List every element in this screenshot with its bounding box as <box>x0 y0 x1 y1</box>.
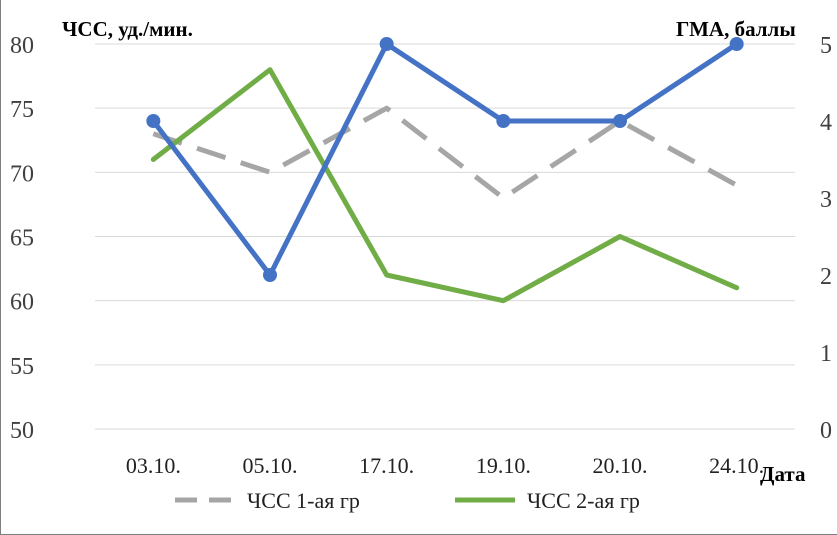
left-tick-label: 75 <box>10 97 34 123</box>
legend: ЧСС 1-ая гр ЧСС 2-ая гр <box>175 488 640 513</box>
left-axis-ticks: 50 55 60 65 70 75 80 <box>10 33 34 444</box>
legend-label: ЧСС 2-ая гр <box>527 488 640 513</box>
data-point <box>613 114 627 128</box>
left-tick-label: 60 <box>10 290 34 316</box>
left-tick-label: 55 <box>10 354 34 380</box>
x-tick-label: 20.10. <box>593 453 648 478</box>
x-tick-label: 24.10. <box>709 453 764 478</box>
x-tick-label: 17.10. <box>359 453 414 478</box>
x-tick-label: 19.10. <box>476 453 531 478</box>
x-axis-ticks: 03.10. 05.10. 17.10. 19.10. 20.10. 24.10. <box>126 453 764 478</box>
right-tick-label: 3 <box>820 187 832 213</box>
data-point <box>496 114 511 128</box>
x-tick-label: 05.10. <box>243 453 298 478</box>
series-line-1 <box>152 105 738 201</box>
data-point <box>379 37 394 51</box>
left-axis-label: ЧСС, уд./мин. <box>62 17 193 41</box>
data-point <box>263 268 277 282</box>
right-tick-label: 0 <box>820 418 832 444</box>
left-tick-label: 50 <box>10 418 34 444</box>
series-line-3 <box>150 41 740 278</box>
data-point <box>146 114 161 128</box>
x-tick-label: 03.10. <box>126 453 181 478</box>
x-axis-label: Дата <box>760 462 806 486</box>
left-tick-label: 65 <box>10 226 34 252</box>
right-tick-label: 1 <box>820 341 832 367</box>
data-point <box>729 37 744 51</box>
legend-label: ЧСС 1-ая гр <box>247 488 360 513</box>
series-group <box>146 37 744 304</box>
gridlines <box>95 43 795 430</box>
series-line-2 <box>150 67 740 304</box>
left-tick-label: 80 <box>10 33 34 59</box>
right-tick-label: 5 <box>820 33 832 59</box>
right-tick-label: 4 <box>820 110 832 136</box>
right-axis-ticks: 0 1 2 3 4 5 <box>820 33 832 444</box>
right-tick-label: 2 <box>820 264 832 290</box>
left-tick-label: 70 <box>10 161 34 187</box>
right-axis-label: ГМА, баллы <box>676 17 796 41</box>
